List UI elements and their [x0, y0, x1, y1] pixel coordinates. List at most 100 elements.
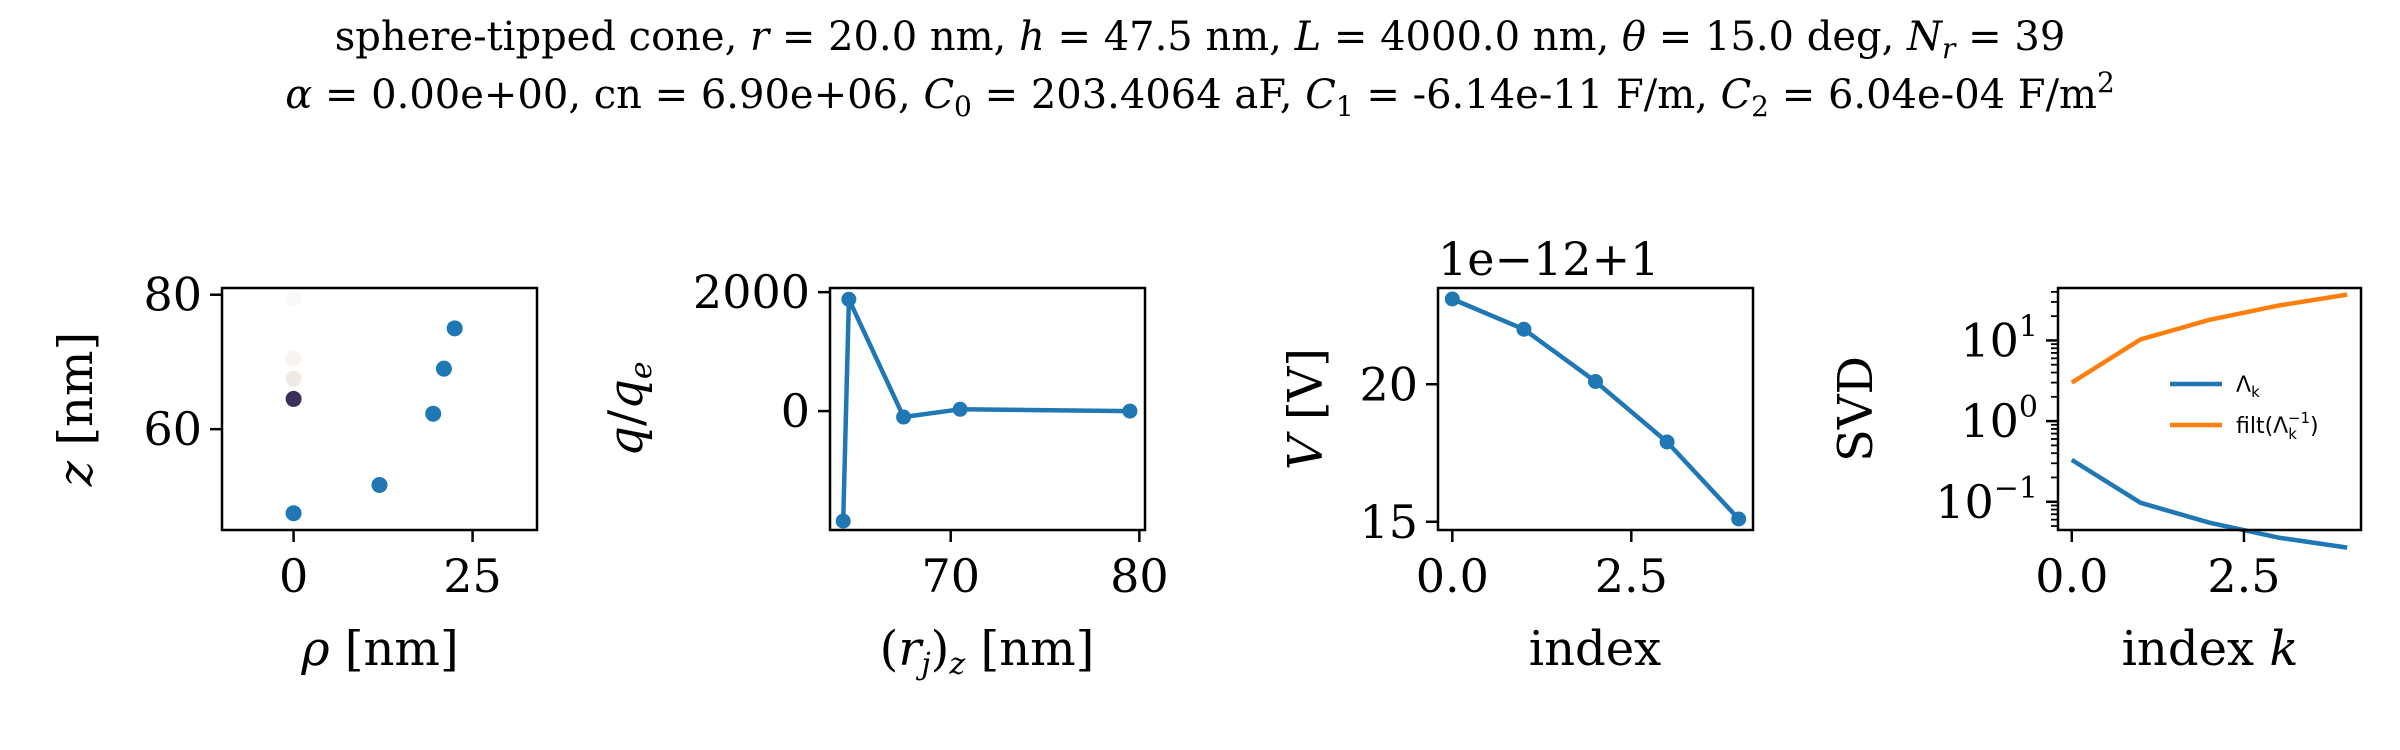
legend-lambda-sub: k: [2251, 383, 2260, 401]
x-axis-label: index k: [2122, 621, 2299, 677]
x-axis-label: (rj)z [nm]: [880, 621, 1095, 682]
title-prefix: sphere-tipped cone,: [335, 14, 750, 60]
title-alpha-symbol: α: [285, 72, 312, 118]
figure-title-line-1: sphere-tipped cone, r = 20.0 nm, h = 47.…: [335, 14, 2066, 65]
x-tick-label: 80: [1110, 549, 1169, 603]
y-tick-label: 100: [1960, 390, 2038, 448]
legend-label-filt: filt(Λk−1): [2236, 409, 2319, 443]
series-path: [840, 297, 1130, 522]
y-axis-symbol: q: [598, 426, 654, 457]
legend-filt-pre: filt(Λ: [2236, 414, 2288, 439]
title-h-symbol: h: [1019, 14, 1045, 60]
y-tick-label: 101: [1960, 309, 2038, 367]
title-N-subscript: r: [1942, 32, 1957, 65]
title-C0-subscript: 0: [954, 90, 972, 123]
title-C2-symbol: C: [1721, 72, 1752, 118]
title-N-value: = 39: [1955, 14, 2065, 60]
data-point: [285, 350, 302, 367]
data-point: [1122, 403, 1138, 419]
plot-frame: [828, 286, 1147, 532]
data-point: [371, 476, 388, 493]
data-point: [285, 390, 302, 407]
series-line: [1444, 291, 1747, 527]
legend-label-lambda: Λk: [2236, 373, 2260, 401]
x-tick-label: 0.0: [1416, 549, 1489, 603]
data-point: [896, 409, 912, 425]
data-point: [1731, 511, 1747, 527]
data-point: [841, 291, 857, 307]
panel-charge-positions: 0 25 60 80 ρ [nm] z [nm]: [48, 268, 539, 677]
tick-marks: 0 25 60 80: [143, 268, 501, 603]
x-axis-symbol: ρ: [300, 621, 329, 677]
title-N-symbol: N: [1906, 14, 1944, 60]
data-point: [1444, 291, 1460, 307]
series-lines: [2070, 292, 2348, 550]
y-tick-label: 0: [781, 384, 810, 438]
title-r-symbol: r: [750, 14, 772, 60]
scatter-points: [285, 290, 463, 522]
data-point: [285, 290, 302, 307]
legend-filt-sub: k: [2288, 425, 2297, 443]
y-tick-exponent: 1: [2019, 309, 2038, 344]
y-axis-label: q/qe: [598, 361, 659, 456]
title-r-value: = 20.0 nm,: [769, 14, 1019, 60]
series-lambda-line: [2070, 457, 2348, 550]
data-point: [435, 360, 452, 377]
data-point: [1659, 434, 1675, 450]
title-alpha-value: = 0.00e+00, cn = 6.90e+06,: [312, 72, 923, 118]
x-axis-text: index: [2122, 621, 2270, 677]
x-tick-label: 0.0: [2035, 549, 2108, 603]
y-tick-exponent: −1: [1994, 471, 2038, 506]
y-tick-label: 10−1: [1935, 471, 2038, 529]
y-axis-label: SVD: [1828, 356, 1884, 462]
data-point: [446, 320, 463, 337]
title-theta-value: = 15.0 deg,: [1646, 14, 1907, 60]
y-axis-slash: /: [598, 409, 654, 426]
y-axis-unit: [nm]: [48, 332, 104, 461]
legend-filt-sup: −1: [2288, 409, 2310, 427]
y-tick-label: 20: [1359, 357, 1418, 411]
x-tick-label: 70: [921, 549, 980, 603]
x-tick-label: 2.5: [1595, 549, 1668, 603]
panel-potential: 0.0 2.5 15 20 1e−12+1 index V [V]: [1278, 232, 1755, 677]
title-C2-value: = 6.04e-04 F/m: [1769, 72, 2097, 118]
y-axis-symbol-2: q: [598, 379, 654, 410]
data-point: [1588, 374, 1603, 389]
y-offset-text: 1e−12+1: [1438, 232, 1659, 286]
title-theta-symbol: θ: [1622, 14, 1646, 60]
title-C0-value: = 203.4064 aF,: [972, 72, 1305, 118]
x-axis-label: ρ [nm]: [300, 621, 458, 677]
x-axis-unit: [nm]: [330, 621, 459, 677]
x-axis-symbol: r: [898, 621, 924, 677]
y-axis-unit: [V]: [1278, 348, 1334, 435]
x-axis-label: index: [1529, 621, 1661, 677]
plot-frame: [2056, 286, 2363, 532]
y-tick-base: 10: [1935, 475, 1994, 529]
y-tick-label: 60: [143, 402, 202, 456]
title-C2-superscript: 2: [2097, 66, 2115, 99]
title-h-value: = 47.5 nm,: [1045, 14, 1295, 60]
x-tick-label: 0: [279, 549, 308, 603]
tick-marks: 0.0 2.5 15 20: [1359, 357, 1667, 603]
y-tick-label: 2000: [693, 265, 810, 319]
y-axis-symbol: z: [48, 460, 104, 487]
y-tick-label: 15: [1359, 495, 1418, 549]
series-filt-line: [2070, 292, 2348, 385]
plot-frame: [220, 286, 539, 532]
y-axis-label: z [nm]: [48, 332, 104, 487]
tick-marks: 70 80 0 2000: [693, 265, 1169, 603]
legend-filt-post: ): [2310, 414, 2319, 439]
y-axis-subscript: e: [624, 361, 659, 379]
x-axis-symbol: k: [2269, 621, 2298, 677]
title-C0-symbol: C: [923, 72, 954, 118]
data-point: [425, 405, 442, 422]
series-path: [1451, 296, 1741, 521]
x-tick-label: 2.5: [2207, 549, 2280, 603]
y-tick-exponent: 0: [2019, 390, 2038, 425]
title-C1-value: = -6.14e-11 F/m,: [1354, 72, 1721, 118]
figure-title-line-2: α = 0.00e+00, cn = 6.90e+06, C0 = 203.40…: [285, 66, 2115, 123]
